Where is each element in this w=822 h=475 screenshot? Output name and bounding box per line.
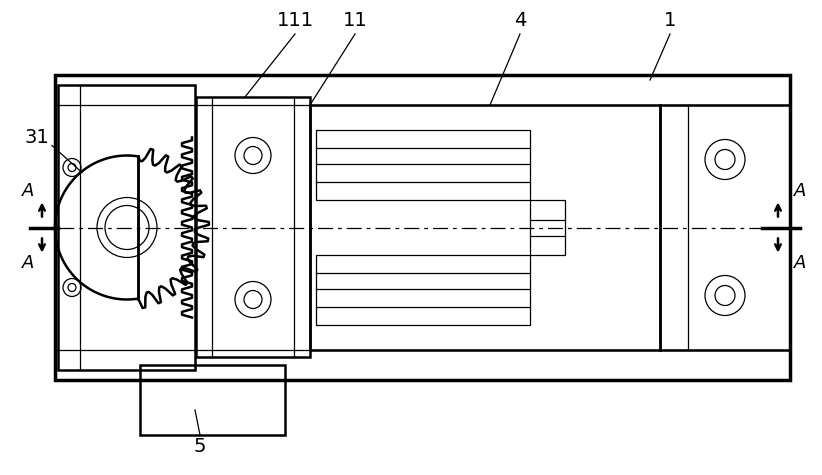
Text: A: A xyxy=(794,182,806,200)
Bar xyxy=(530,200,565,255)
Text: 31: 31 xyxy=(25,128,49,147)
Text: 5: 5 xyxy=(194,437,206,456)
Text: A: A xyxy=(794,255,806,273)
Bar xyxy=(58,85,195,370)
Text: 1: 1 xyxy=(664,10,677,29)
Bar xyxy=(316,130,530,200)
Bar xyxy=(310,105,660,350)
Bar xyxy=(316,255,530,325)
Bar xyxy=(140,365,285,435)
Text: A: A xyxy=(22,255,35,273)
Text: 11: 11 xyxy=(343,10,367,29)
Bar xyxy=(55,75,790,380)
Text: 4: 4 xyxy=(514,10,526,29)
Bar xyxy=(660,105,790,350)
Text: 111: 111 xyxy=(276,10,313,29)
Bar xyxy=(196,97,310,357)
Text: A: A xyxy=(22,182,35,200)
